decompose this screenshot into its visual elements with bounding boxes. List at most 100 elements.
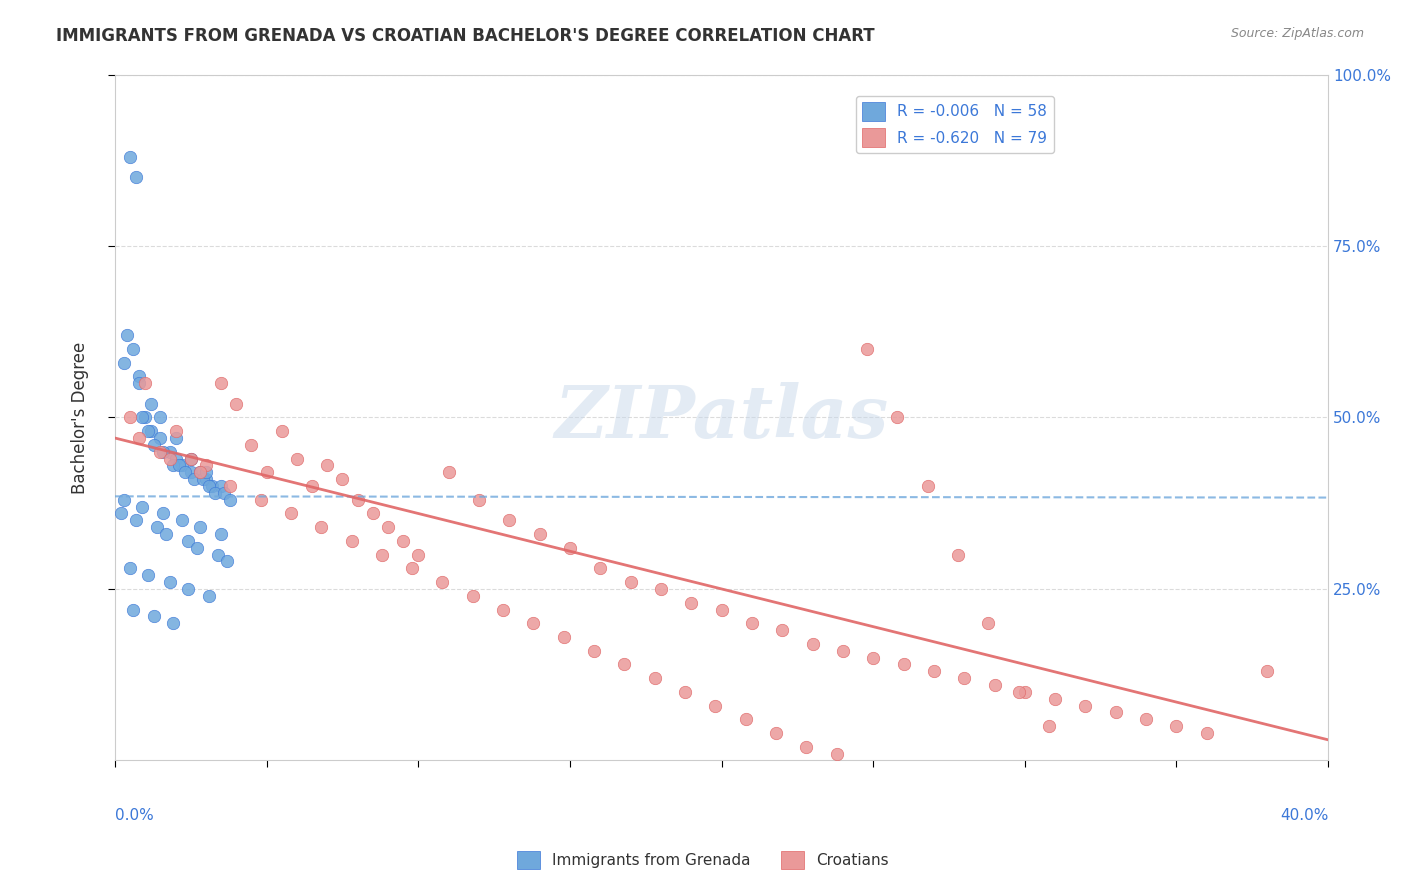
Point xyxy=(361,507,384,521)
Point xyxy=(401,561,423,575)
Legend: R = -0.006   N = 58, R = -0.620   N = 79: R = -0.006 N = 58, R = -0.620 N = 79 xyxy=(856,95,1053,153)
Point xyxy=(152,444,174,458)
Point xyxy=(155,527,177,541)
Point xyxy=(371,548,394,562)
Point xyxy=(194,472,217,486)
Point xyxy=(209,376,232,391)
Y-axis label: Bachelor's Degree: Bachelor's Degree xyxy=(72,342,89,493)
Point xyxy=(180,466,202,480)
Legend: Immigrants from Grenada, Croatians: Immigrants from Grenada, Croatians xyxy=(510,845,896,875)
Point xyxy=(186,541,208,555)
Point xyxy=(558,541,581,555)
Point xyxy=(340,533,363,548)
Point xyxy=(194,458,217,473)
Point xyxy=(134,410,156,425)
Point xyxy=(120,150,142,164)
Point xyxy=(201,479,224,493)
Text: 0.0%: 0.0% xyxy=(115,808,153,823)
Point xyxy=(198,479,221,493)
Point xyxy=(922,665,945,679)
Point xyxy=(136,568,159,582)
Point xyxy=(131,500,153,514)
Point xyxy=(167,458,190,473)
Point xyxy=(143,438,166,452)
Point xyxy=(149,431,172,445)
Point xyxy=(219,479,242,493)
Point xyxy=(146,520,169,534)
Point xyxy=(498,513,520,527)
Point xyxy=(583,643,606,657)
Point xyxy=(461,589,484,603)
Point xyxy=(225,397,247,411)
Text: ZIPatlas: ZIPatlas xyxy=(554,382,889,453)
Point xyxy=(285,451,308,466)
Point xyxy=(149,410,172,425)
Point xyxy=(886,410,908,425)
Point xyxy=(1074,698,1097,713)
Point xyxy=(492,602,515,616)
Point xyxy=(162,458,184,473)
Point xyxy=(149,444,172,458)
Point xyxy=(681,596,703,610)
Point xyxy=(141,424,163,438)
Point xyxy=(619,575,641,590)
Point xyxy=(856,342,879,356)
Point xyxy=(170,458,193,473)
Point xyxy=(198,589,221,603)
Point xyxy=(1008,685,1031,699)
Point xyxy=(301,479,323,493)
Point xyxy=(170,513,193,527)
Point xyxy=(1038,719,1060,733)
Text: 40.0%: 40.0% xyxy=(1279,808,1329,823)
Point xyxy=(650,582,672,596)
Point xyxy=(120,410,142,425)
Point xyxy=(704,698,727,713)
Point xyxy=(270,424,292,438)
Point xyxy=(110,507,132,521)
Point xyxy=(128,376,150,391)
Point xyxy=(217,554,239,568)
Point xyxy=(159,444,181,458)
Point xyxy=(741,616,763,631)
Point xyxy=(219,492,242,507)
Point xyxy=(165,431,187,445)
Point xyxy=(173,466,195,480)
Point xyxy=(1195,726,1218,740)
Text: Source: ZipAtlas.com: Source: ZipAtlas.com xyxy=(1230,27,1364,40)
Point xyxy=(125,170,148,185)
Point xyxy=(122,602,145,616)
Point xyxy=(770,623,793,637)
Point xyxy=(553,630,575,644)
Point xyxy=(183,472,205,486)
Point xyxy=(946,548,969,562)
Point xyxy=(143,609,166,624)
Text: IMMIGRANTS FROM GRENADA VS CROATIAN BACHELOR'S DEGREE CORRELATION CHART: IMMIGRANTS FROM GRENADA VS CROATIAN BACH… xyxy=(56,27,875,45)
Point xyxy=(1256,665,1278,679)
Point xyxy=(522,616,544,631)
Point xyxy=(194,466,217,480)
Point xyxy=(180,451,202,466)
Point xyxy=(177,582,200,596)
Point xyxy=(141,397,163,411)
Point xyxy=(165,451,187,466)
Point xyxy=(392,533,415,548)
Point xyxy=(112,492,135,507)
Point xyxy=(152,507,174,521)
Point xyxy=(112,355,135,369)
Point xyxy=(209,479,232,493)
Point xyxy=(529,527,551,541)
Point xyxy=(159,575,181,590)
Point xyxy=(128,431,150,445)
Point xyxy=(134,376,156,391)
Point xyxy=(734,712,756,726)
Point xyxy=(249,492,271,507)
Point xyxy=(613,657,636,672)
Point xyxy=(309,520,332,534)
Point xyxy=(280,507,302,521)
Point xyxy=(589,561,612,575)
Point xyxy=(240,438,263,452)
Point xyxy=(710,602,733,616)
Point xyxy=(332,472,354,486)
Point xyxy=(1043,691,1066,706)
Point xyxy=(406,548,429,562)
